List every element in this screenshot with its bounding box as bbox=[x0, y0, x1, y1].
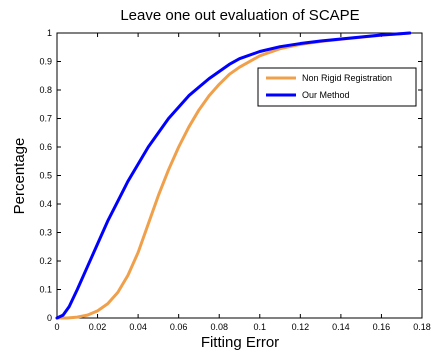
legend-label-our-method: Our Method bbox=[302, 90, 350, 100]
series-lines bbox=[55, 31, 412, 320]
x-tick-label: 0.12 bbox=[292, 322, 310, 332]
y-tick-label: 0 bbox=[47, 313, 52, 323]
axis-ticks: 0 0.02 0.04 0.06 0.08 0.1 0.12 0.14 0.16 0.18 0 0.1… bbox=[39, 28, 430, 332]
legend-box bbox=[257, 67, 417, 107]
y-tick-label: 0.5 bbox=[39, 171, 52, 181]
y-tick-label: 1 bbox=[47, 28, 52, 38]
series-line-our-method bbox=[55, 31, 412, 320]
y-tick-label: 0.9 bbox=[39, 57, 52, 67]
x-tick-label: 0.1 bbox=[254, 322, 267, 332]
y-tick-label: 0.8 bbox=[39, 85, 52, 95]
x-axis-label: Fitting Error bbox=[201, 334, 279, 351]
chart-title: Leave one out evaluation of SCAPE bbox=[120, 7, 359, 24]
y-tick-label: 0.6 bbox=[39, 142, 52, 152]
x-tick-label: 0 bbox=[54, 322, 59, 332]
x-tick-label: 0.06 bbox=[170, 322, 188, 332]
x-tick-label: 0.14 bbox=[332, 322, 350, 332]
x-tick-label: 0.08 bbox=[210, 322, 228, 332]
y-axis-label: Percentage bbox=[11, 138, 28, 215]
x-tick-label: 0.16 bbox=[373, 322, 391, 332]
y-tick-label: 0.4 bbox=[39, 199, 52, 209]
x-tick-label: 0.04 bbox=[129, 322, 147, 332]
legend: Non Rigid Registration Our Method bbox=[257, 67, 417, 107]
legend-label-non-rigid: Non Rigid Registration bbox=[302, 73, 392, 83]
y-tick-label: 0.2 bbox=[39, 256, 52, 266]
y-tick-label: 0.7 bbox=[39, 114, 52, 124]
x-tick-label: 0.02 bbox=[89, 322, 107, 332]
x-tick-label: 0.18 bbox=[413, 322, 431, 332]
y-tick-label: 0.1 bbox=[39, 285, 52, 295]
y-tick-label: 0.3 bbox=[39, 228, 52, 238]
